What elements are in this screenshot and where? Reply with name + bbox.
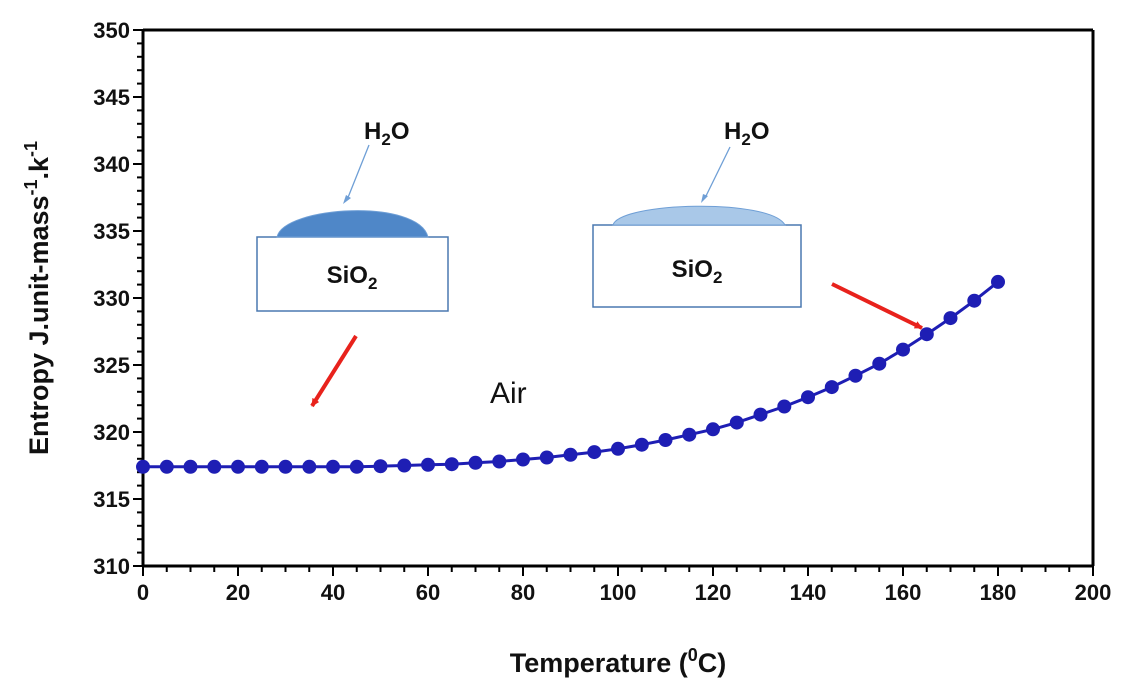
right-water-label: H2O: [724, 118, 769, 149]
air-annotation: Air: [490, 377, 527, 410]
data-point: [943, 311, 958, 326]
data-point: [444, 457, 459, 472]
data-point: [516, 452, 530, 467]
right-substrate-label: SiO2: [672, 256, 723, 287]
data-point: [302, 459, 317, 474]
data-point: [872, 356, 887, 371]
x-tick-label: 40: [321, 580, 345, 605]
y-tick-label: 320: [93, 420, 130, 445]
x-tick-label: 60: [416, 580, 440, 605]
left-pointer-line: [346, 144, 370, 201]
data-point: [231, 459, 245, 474]
data-point: [824, 380, 839, 395]
x-tick-label: 20: [226, 580, 250, 605]
data-point: [349, 459, 364, 474]
data-point: [587, 445, 602, 460]
data-point: [492, 454, 507, 469]
right-substrate: [592, 224, 802, 308]
data-point: [468, 455, 483, 470]
x-tick-label: 160: [885, 580, 922, 605]
left-droplet: [276, 210, 429, 238]
data-point: [278, 459, 293, 474]
left-pointer-head: [343, 195, 351, 204]
data-point: [136, 459, 150, 474]
data-point: [896, 342, 910, 357]
data-point: [539, 450, 554, 465]
data-point: [682, 427, 697, 442]
right-red-arrow: [831, 282, 923, 330]
data-point: [729, 415, 744, 430]
y-tick-label: 315: [93, 487, 130, 512]
right-pointer-line: [704, 146, 731, 199]
data-point: [967, 293, 982, 308]
x-tick-label: 0: [137, 580, 149, 605]
data-point: [753, 407, 768, 422]
y-tick-label: 345: [93, 85, 130, 110]
y-axis-title: Entropy J.unit-mass-1.k-1: [21, 141, 54, 455]
series-layer: [136, 274, 1005, 474]
data-point: [254, 459, 269, 474]
x-tick-label: 140: [790, 580, 827, 605]
data-point: [183, 459, 198, 474]
data-point: [159, 459, 174, 474]
data-point: [801, 390, 815, 405]
y-tick-label: 340: [93, 152, 130, 177]
data-point: [207, 459, 222, 474]
data-point: [706, 422, 720, 437]
data-point: [397, 458, 412, 473]
left-inset: H2O SiO2: [256, 118, 449, 312]
data-point: [611, 441, 625, 456]
x-tick-label: 120: [695, 580, 732, 605]
right-inset: H2O SiO2: [592, 118, 802, 308]
left-red-arrow: [310, 334, 358, 408]
data-point: [919, 327, 934, 342]
y-tick-label: 310: [93, 554, 130, 579]
y-tick-label: 335: [93, 219, 130, 244]
series-points: [136, 274, 1005, 474]
left-substrate-label: SiO2: [327, 262, 378, 293]
x-tick-label: 180: [980, 580, 1017, 605]
x-ticks: 0 20 40 60 80 100 120 140 160 180 200: [137, 566, 1111, 605]
right-pointer-head: [701, 194, 708, 203]
data-point: [777, 399, 792, 414]
x-axis-title: Temperature (0C): [510, 645, 727, 678]
right-droplet: [612, 205, 786, 226]
y-tick-label: 350: [93, 18, 130, 43]
data-point: [326, 459, 340, 474]
x-tick-label: 80: [511, 580, 535, 605]
data-point: [563, 447, 578, 462]
x-tick-label: 100: [600, 580, 637, 605]
y-ticks: 310 315 320 325 330 335 340 345 350: [93, 18, 143, 579]
y-tick-label: 330: [93, 286, 130, 311]
data-point: [848, 368, 863, 383]
x-tick-label: 200: [1075, 580, 1112, 605]
left-substrate: [256, 236, 449, 312]
left-water-label: H2O: [364, 118, 409, 149]
data-point: [421, 457, 435, 472]
data-point: [991, 274, 1005, 289]
data-point: [658, 433, 673, 447]
data-point: [373, 459, 388, 474]
data-point: [634, 437, 649, 452]
y-tick-label: 325: [93, 353, 130, 378]
